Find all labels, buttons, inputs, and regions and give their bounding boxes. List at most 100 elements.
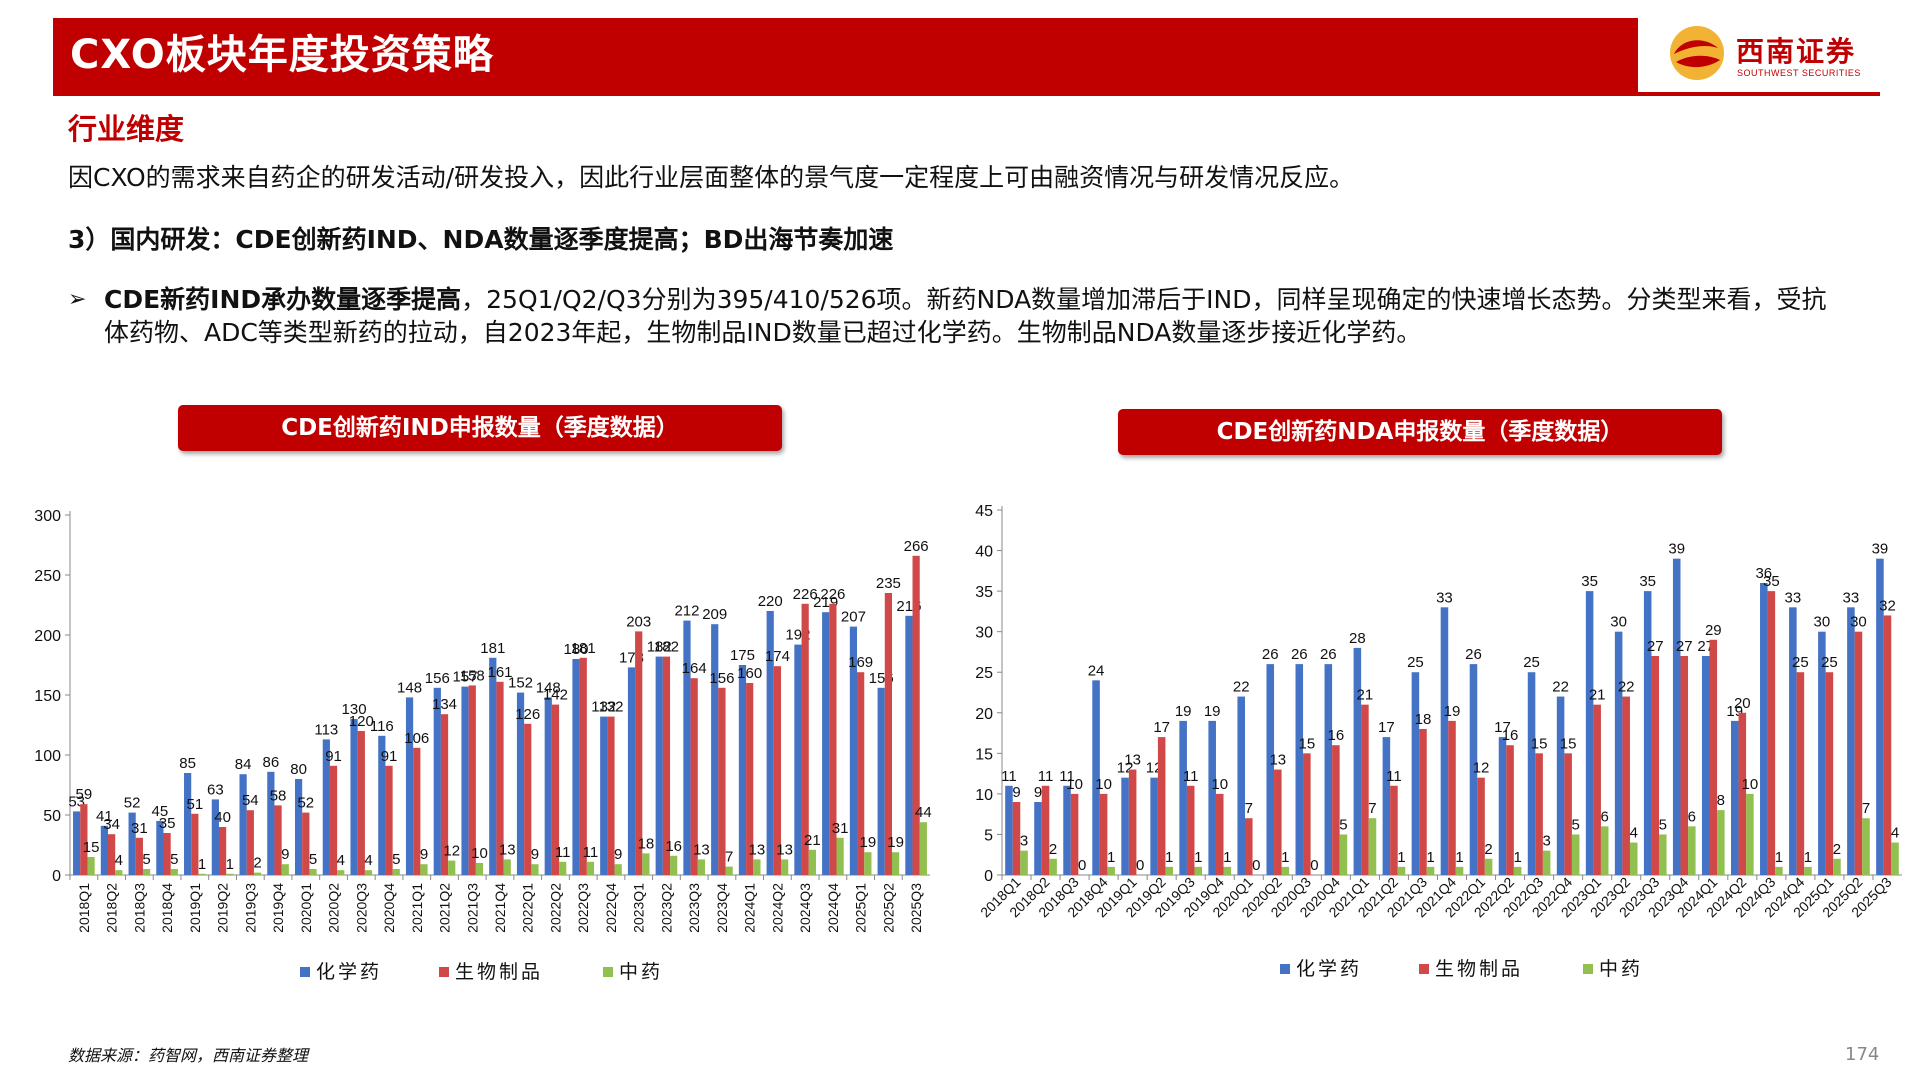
y-tick-label: 300 — [34, 508, 61, 525]
data-label: 4 — [364, 852, 372, 869]
bar-0 — [100, 825, 109, 875]
bar-2 — [309, 869, 317, 875]
bar-1 — [108, 834, 116, 875]
x-tick-label: 2022Q1 — [520, 883, 536, 933]
data-label: 203 — [626, 613, 651, 630]
data-label: 120 — [349, 713, 374, 730]
bar-1 — [1883, 615, 1892, 875]
data-label: 116 — [370, 718, 394, 735]
bar-0 — [1208, 720, 1216, 875]
page-title: CXO板块年度投资策略 — [70, 32, 494, 78]
data-label: 181 — [480, 640, 505, 657]
bar-2 — [642, 853, 650, 875]
data-label: 25 — [1821, 654, 1838, 671]
data-label: 182 — [654, 639, 679, 656]
bar-0 — [1353, 647, 1362, 875]
x-tick-label: 2023Q4 — [714, 883, 730, 933]
bar-0 — [600, 716, 608, 875]
x-tick-label: 2022Q2 — [547, 883, 563, 933]
y-tick-label: 0 — [52, 868, 61, 885]
bullet-body-text: ，25Q1/Q2/Q3分别为395/410/526项。新药NDA数量增加滞后于I… — [104, 285, 1827, 347]
data-label: 30 — [1610, 614, 1627, 631]
x-tick-label: 2023Q3 — [686, 883, 702, 933]
data-label: 27 — [1647, 638, 1664, 655]
bar-1 — [579, 657, 587, 875]
data-label: 1 — [1455, 849, 1463, 866]
data-label: 19 — [887, 834, 904, 851]
data-label: 21 — [1357, 687, 1374, 704]
data-label: 181 — [571, 640, 596, 657]
data-label: 19 — [1444, 703, 1461, 720]
bar-1 — [1099, 793, 1108, 875]
data-label: 9 — [531, 846, 539, 863]
bar-2 — [1107, 866, 1115, 875]
bar-0 — [350, 719, 358, 875]
x-tick-label: 2021Q3 — [464, 883, 480, 933]
bar-0 — [156, 821, 164, 875]
data-label: 10 — [1742, 776, 1759, 793]
bar-2 — [1368, 818, 1377, 875]
data-label: 132 — [591, 699, 616, 716]
legend-swatch-0 — [1280, 964, 1290, 974]
data-label: 11 — [1038, 768, 1054, 785]
data-label: 7 — [1368, 800, 1376, 817]
bar-1 — [218, 827, 227, 875]
data-label: 5 — [142, 851, 150, 868]
bar-2 — [1833, 858, 1841, 875]
bar-0 — [1789, 607, 1797, 875]
bar-1 — [801, 603, 809, 875]
data-label: 12 — [1473, 760, 1490, 777]
bar-1 — [1680, 656, 1689, 875]
data-label: 30 — [1814, 614, 1831, 631]
data-label: 1 — [1513, 849, 1521, 866]
bar-0 — [1876, 558, 1884, 875]
data-label: 106 — [404, 730, 429, 747]
bar-2 — [1688, 826, 1696, 875]
data-label: 51 — [186, 796, 203, 813]
bar-1 — [1709, 639, 1718, 875]
bar-0 — [683, 620, 691, 875]
data-label: 17 — [1378, 719, 1395, 736]
data-label: 9 — [1012, 784, 1020, 801]
data-label: 1 — [1165, 849, 1173, 866]
legend-swatch-2 — [603, 967, 613, 977]
bar-1 — [329, 765, 338, 875]
header-underline — [53, 92, 1880, 96]
x-tick-label: 2020Q4 — [381, 883, 397, 933]
data-label: 10 — [1066, 776, 1083, 793]
data-label: 1 — [1804, 849, 1812, 866]
bar-1 — [1506, 745, 1514, 875]
legend-label-2: 中药 — [619, 961, 663, 983]
bar-1 — [1796, 672, 1805, 875]
bar-0 — [822, 612, 830, 875]
bar-0 — [1382, 737, 1391, 875]
data-label: 22 — [1552, 679, 1569, 696]
x-tick-label: 2020Q3 — [353, 883, 369, 933]
bar-1 — [857, 672, 865, 875]
bar-2 — [1223, 866, 1232, 875]
bar-1 — [1274, 769, 1282, 875]
bullet-bold-text: CDE新药IND承办数量逐季提高 — [104, 285, 462, 314]
bar-1 — [163, 833, 171, 875]
intro-paragraph: 因CXO的需求来自药企的研发活动/研发投入，因此行业层面整体的景气度一定程度上可… — [68, 163, 1355, 192]
bar-1 — [80, 804, 88, 875]
page-number: 174 — [1845, 1044, 1880, 1065]
bar-0 — [1295, 664, 1304, 875]
bar-2 — [753, 859, 761, 875]
sub-heading: 3）国内研发：CDE创新药IND、NDA数量逐季度提高；BD出海节奏加速 — [68, 225, 894, 254]
x-tick-label: 2023Q1 — [631, 883, 647, 933]
bar-2 — [1862, 818, 1870, 875]
data-label: 11 — [1183, 768, 1199, 785]
data-label: 5 — [309, 851, 317, 868]
company-logo-subtext: SOUTHWEST SECURITIES — [1737, 68, 1861, 78]
bar-1 — [468, 685, 476, 875]
bar-2 — [1542, 850, 1551, 875]
data-label: 226 — [820, 586, 845, 603]
data-label: 11 — [1386, 768, 1402, 785]
bar-0 — [211, 799, 219, 875]
data-label: 31 — [131, 820, 148, 837]
data-label: 152 — [508, 675, 533, 692]
bar-0 — [294, 779, 303, 875]
data-label: 52 — [124, 795, 141, 812]
bar-2 — [170, 869, 178, 875]
